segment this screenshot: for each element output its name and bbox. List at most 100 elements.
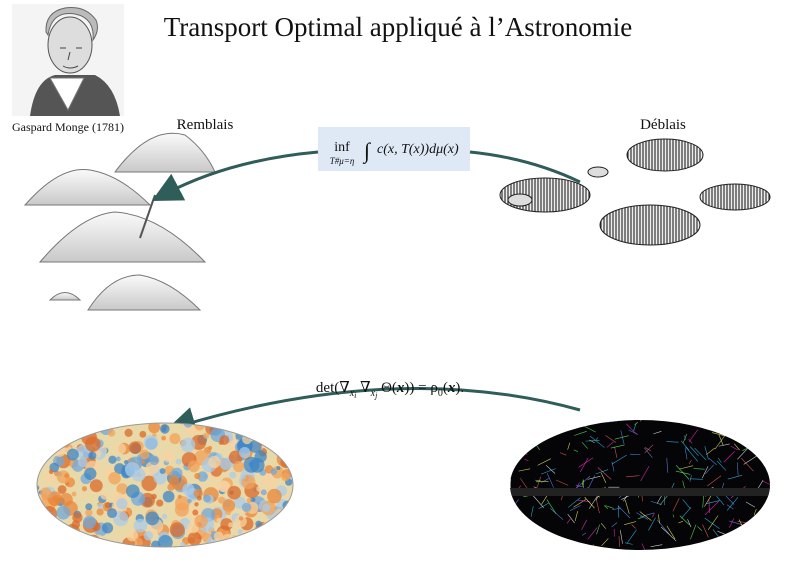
texture — [723, 451, 735, 463]
texture — [260, 435, 268, 443]
texture — [280, 436, 291, 448]
texture — [644, 444, 654, 454]
texture — [37, 536, 46, 547]
texture — [167, 483, 175, 491]
texture — [37, 446, 47, 456]
texture — [126, 529, 139, 542]
texture — [765, 539, 770, 542]
texture — [581, 441, 588, 449]
texture — [84, 467, 97, 480]
texture — [597, 467, 612, 480]
texture — [624, 521, 637, 525]
texture — [139, 430, 147, 438]
texture — [685, 446, 698, 462]
texture — [687, 519, 692, 528]
texture — [711, 432, 726, 437]
remblais-label: Remblais — [177, 117, 234, 133]
texture — [762, 480, 770, 489]
arrow — [151, 150, 319, 201]
texture — [233, 461, 245, 473]
texture — [690, 524, 697, 540]
texture — [549, 421, 553, 423]
texture — [187, 498, 192, 504]
texture — [72, 512, 83, 523]
texture — [182, 483, 195, 496]
texture — [278, 428, 285, 436]
texture — [161, 427, 167, 433]
texture — [143, 435, 159, 450]
texture — [621, 495, 630, 500]
texture — [704, 494, 712, 507]
texture — [124, 459, 129, 465]
texture — [510, 446, 511, 458]
texture — [530, 506, 534, 517]
texture — [193, 488, 203, 499]
texture — [284, 444, 293, 452]
texture — [659, 494, 669, 506]
texture — [148, 423, 161, 434]
texture — [545, 420, 559, 426]
texture — [694, 447, 707, 461]
texture — [88, 539, 94, 545]
texture — [82, 515, 97, 529]
texture — [143, 531, 154, 541]
texture — [260, 489, 267, 496]
texture — [71, 539, 77, 546]
texture — [624, 542, 633, 545]
texture — [743, 455, 758, 465]
texture — [697, 526, 703, 531]
texture — [85, 503, 93, 511]
texture — [617, 505, 620, 518]
texture — [658, 514, 660, 524]
texture — [46, 516, 54, 524]
texture — [730, 446, 739, 451]
formula-part: x — [370, 388, 376, 399]
formula-part: det(∇ — [316, 380, 350, 396]
texture — [605, 435, 617, 443]
texture — [679, 515, 690, 526]
texture — [277, 424, 284, 431]
texture — [266, 423, 282, 434]
texture — [194, 502, 199, 507]
texture — [91, 423, 97, 428]
texture — [749, 420, 757, 430]
texture — [753, 508, 757, 516]
texture — [666, 441, 679, 443]
cmb-outline — [36, 422, 294, 548]
texture — [85, 424, 92, 430]
texture — [584, 426, 596, 433]
texture — [737, 448, 748, 460]
texture — [536, 476, 542, 489]
texture — [688, 438, 693, 444]
texture — [636, 512, 648, 520]
texture — [681, 507, 692, 519]
texture — [187, 531, 202, 546]
texture — [252, 423, 267, 436]
texture — [177, 494, 182, 499]
texture — [605, 505, 614, 509]
texture — [704, 500, 720, 516]
texture — [256, 526, 271, 541]
texture — [585, 440, 600, 442]
texture — [55, 433, 61, 438]
texture — [510, 447, 518, 454]
texture — [666, 525, 676, 540]
texture — [538, 502, 549, 510]
texture — [631, 524, 636, 529]
texture — [735, 432, 743, 439]
texture — [203, 494, 211, 503]
texture — [510, 432, 525, 437]
texture — [517, 428, 522, 439]
texture — [228, 450, 243, 465]
texture — [192, 509, 199, 516]
formula-part: 0 — [438, 388, 443, 399]
texture — [748, 420, 762, 422]
texture — [606, 441, 614, 448]
formula-part: i — [354, 391, 356, 400]
texture — [534, 548, 543, 550]
formula-operator: inf — [334, 140, 350, 155]
texture — [545, 465, 556, 474]
texture — [634, 421, 639, 425]
texture — [690, 547, 700, 549]
texture — [238, 516, 244, 521]
